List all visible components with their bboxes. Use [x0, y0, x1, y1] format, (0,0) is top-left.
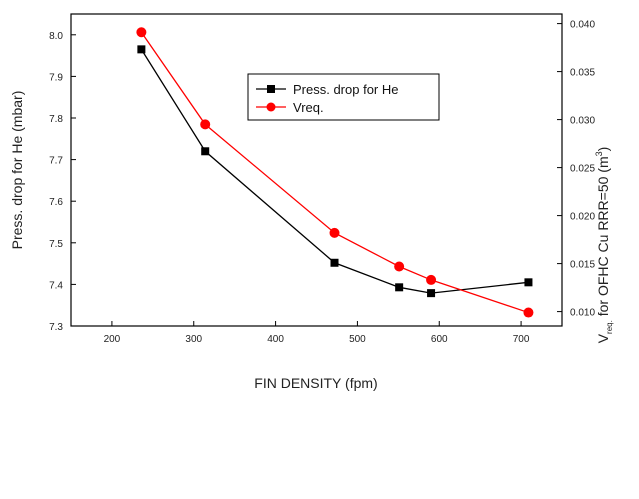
- vreq-point: [426, 274, 437, 285]
- plot-frame: [70, 13, 563, 327]
- left-y-tick-label: 7.5: [49, 239, 63, 250]
- x-tick-label: 500: [349, 334, 366, 345]
- pressure-drop-point: [137, 45, 146, 54]
- legend-box: [247, 73, 440, 121]
- series-layer: [136, 27, 534, 318]
- left-y-tick-label: 8.0: [49, 31, 63, 42]
- legend-marker-pressure: [267, 85, 275, 93]
- left-y-tick-label: 7.4: [49, 280, 63, 291]
- right-axis-title-main: V: [595, 333, 611, 343]
- vreq-point: [136, 27, 147, 38]
- x-axis-title: FIN DENSITY (fpm): [254, 375, 377, 391]
- right-y-tick-label: 0.020: [570, 212, 595, 223]
- right-axis-title-end: ): [595, 147, 611, 152]
- right-y-tick-label: 0.010: [570, 308, 595, 319]
- right-y-tick-label: 0.025: [570, 164, 595, 175]
- right-axis-title-rest: for OFHC Cu RRR=50 (m: [595, 156, 611, 320]
- right-y-tick-label: 0.040: [570, 20, 595, 31]
- x-tick-label: 600: [431, 334, 448, 345]
- left-y-tick-label: 7.6: [49, 197, 63, 208]
- right-y-tick-label: 0.030: [570, 116, 595, 127]
- legend-label-vreq: Vreq.: [293, 100, 324, 115]
- right-y-tick-label: 0.015: [570, 260, 595, 271]
- x-axis: 200 300 400 500 600 700: [104, 321, 530, 345]
- right-axis-title-subscript: req.: [605, 320, 614, 334]
- right-y-axis-title: Vreq. for OFHC Cu RRR=50 (m3): [594, 147, 614, 344]
- left-y-tick-label: 7.3: [49, 322, 63, 333]
- x-tick-label: 700: [513, 334, 530, 345]
- pressure-drop-point: [395, 283, 404, 292]
- left-y-axis: 7.3 7.4 7.5 7.6 7.7 7.8 7.9 8.0: [49, 31, 76, 333]
- vreq-point: [523, 307, 534, 318]
- pressure-drop-point: [524, 278, 533, 287]
- series-line-0: [140, 49, 529, 294]
- pressure-drop-point: [427, 289, 436, 298]
- legend-marker-vreq: [266, 102, 276, 112]
- x-tick-label: 300: [185, 334, 202, 345]
- vreq-point: [329, 227, 340, 238]
- left-y-axis-title: Press. drop for He (mbar): [9, 91, 25, 250]
- legend: Press. drop for He Vreq.: [247, 73, 440, 121]
- left-y-tick-label: 7.8: [49, 114, 63, 125]
- right-axis-title-superscript: 3: [594, 151, 604, 156]
- pressure-drop-point: [330, 258, 339, 267]
- x-tick-label: 400: [267, 334, 284, 345]
- legend-label-pressure: Press. drop for He: [293, 82, 399, 97]
- x-tick-label: 200: [104, 334, 121, 345]
- vreq-point: [394, 261, 405, 272]
- right-y-axis: 0.010 0.015 0.020 0.025 0.030 0.035 0.040: [557, 20, 595, 319]
- left-y-tick-label: 7.7: [49, 156, 63, 167]
- vreq-point: [200, 119, 211, 130]
- right-y-tick-label: 0.035: [570, 68, 595, 79]
- left-y-tick-label: 7.9: [49, 72, 63, 83]
- pressure-drop-point: [201, 147, 210, 156]
- series-line-1: [140, 31, 529, 314]
